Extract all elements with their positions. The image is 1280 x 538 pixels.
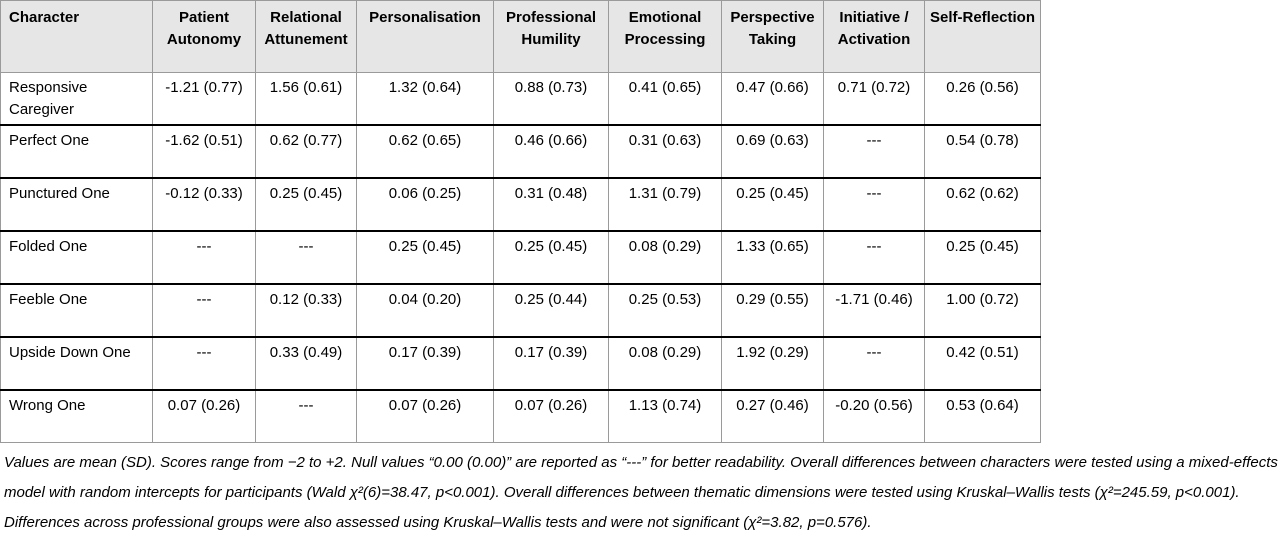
value-cell: 0.25 (0.45) — [721, 176, 824, 231]
value-cell: 0.69 (0.63) — [721, 123, 824, 178]
value-cell: --- — [255, 229, 357, 284]
results-table: Character Patient Autonomy Relational At… — [0, 0, 1041, 443]
header-cell: Self-Reflection — [924, 0, 1041, 73]
value-cell: 0.07 (0.26) — [152, 388, 256, 443]
value-cell: 0.41 (0.65) — [608, 72, 722, 125]
header-cell: Initiative / Activation — [823, 0, 925, 73]
value-cell: 0.25 (0.53) — [608, 282, 722, 337]
value-cell: 1.33 (0.65) — [721, 229, 824, 284]
value-cell: 0.12 (0.33) — [255, 282, 357, 337]
value-cell: 0.53 (0.64) — [924, 388, 1041, 443]
value-cell: 1.32 (0.64) — [356, 72, 494, 125]
value-cell: --- — [152, 282, 256, 337]
value-cell: 0.26 (0.56) — [924, 72, 1041, 125]
character-cell: Perfect One — [0, 123, 153, 178]
value-cell: 0.25 (0.45) — [255, 176, 357, 231]
character-cell: Wrong One — [0, 388, 153, 443]
header-cell: Professional Humility — [493, 0, 609, 73]
value-cell: --- — [823, 176, 925, 231]
value-cell: --- — [255, 388, 357, 443]
value-cell: 0.17 (0.39) — [356, 335, 494, 390]
value-cell: -1.62 (0.51) — [152, 123, 256, 178]
value-cell: 0.27 (0.46) — [721, 388, 824, 443]
table-row: Punctured One -0.12 (0.33) 0.25 (0.45) 0… — [0, 176, 1041, 231]
value-cell: 1.31 (0.79) — [608, 176, 722, 231]
value-cell: 0.25 (0.45) — [356, 229, 494, 284]
value-cell: 0.62 (0.65) — [356, 123, 494, 178]
character-cell: Feeble One — [0, 282, 153, 337]
header-cell: Emotional Processing — [608, 0, 722, 73]
header-cell: Personalisation — [356, 0, 494, 73]
value-cell: 0.31 (0.63) — [608, 123, 722, 178]
value-cell: --- — [823, 123, 925, 178]
value-cell: 1.00 (0.72) — [924, 282, 1041, 337]
value-cell: 0.29 (0.55) — [721, 282, 824, 337]
value-cell: 0.06 (0.25) — [356, 176, 494, 231]
value-cell: 0.04 (0.20) — [356, 282, 494, 337]
table-row: Feeble One --- 0.12 (0.33) 0.04 (0.20) 0… — [0, 282, 1041, 337]
character-cell: Folded One — [0, 229, 153, 284]
header-row: Character Patient Autonomy Relational At… — [0, 0, 1041, 73]
value-cell: 0.47 (0.66) — [721, 72, 824, 125]
value-cell: 0.62 (0.62) — [924, 176, 1041, 231]
header-cell: Patient Autonomy — [152, 0, 256, 73]
value-cell: 0.25 (0.45) — [493, 229, 609, 284]
header-cell: Perspective Taking — [721, 0, 824, 73]
value-cell: 1.13 (0.74) — [608, 388, 722, 443]
value-cell: --- — [823, 335, 925, 390]
value-cell: --- — [823, 229, 925, 284]
value-cell: 0.46 (0.66) — [493, 123, 609, 178]
table-row: Folded One --- --- 0.25 (0.45) 0.25 (0.4… — [0, 229, 1041, 284]
value-cell: --- — [152, 335, 256, 390]
header-cell: Character — [0, 0, 153, 73]
value-cell: 0.08 (0.29) — [608, 229, 722, 284]
value-cell: 0.31 (0.48) — [493, 176, 609, 231]
value-cell: -0.20 (0.56) — [823, 388, 925, 443]
value-cell: 0.33 (0.49) — [255, 335, 357, 390]
value-cell: 0.17 (0.39) — [493, 335, 609, 390]
value-cell: 0.25 (0.44) — [493, 282, 609, 337]
value-cell: 0.07 (0.26) — [493, 388, 609, 443]
table-footnote: Values are mean (SD). Scores range from … — [4, 454, 1278, 531]
header-cell: Relational Attunement — [255, 0, 357, 73]
value-cell: --- — [152, 229, 256, 284]
table-row: Wrong One 0.07 (0.26) --- 0.07 (0.26) 0.… — [0, 388, 1041, 443]
character-cell: Responsive Caregiver — [0, 72, 153, 125]
value-cell: 0.07 (0.26) — [356, 388, 494, 443]
value-cell: 0.88 (0.73) — [493, 72, 609, 125]
value-cell: 0.08 (0.29) — [608, 335, 722, 390]
value-cell: -1.71 (0.46) — [823, 282, 925, 337]
value-cell: 1.92 (0.29) — [721, 335, 824, 390]
value-cell: 0.71 (0.72) — [823, 72, 925, 125]
value-cell: 1.56 (0.61) — [255, 72, 357, 125]
value-cell: 0.42 (0.51) — [924, 335, 1041, 390]
character-cell: Punctured One — [0, 176, 153, 231]
value-cell: 0.25 (0.45) — [924, 229, 1041, 284]
table-row: Upside Down One --- 0.33 (0.49) 0.17 (0.… — [0, 335, 1041, 390]
value-cell: 0.62 (0.77) — [255, 123, 357, 178]
table-row: Responsive Caregiver -1.21 (0.77) 1.56 (… — [0, 72, 1041, 125]
character-cell: Upside Down One — [0, 335, 153, 390]
value-cell: 0.54 (0.78) — [924, 123, 1041, 178]
value-cell: -0.12 (0.33) — [152, 176, 256, 231]
value-cell: -1.21 (0.77) — [152, 72, 256, 125]
table-row: Perfect One -1.62 (0.51) 0.62 (0.77) 0.6… — [0, 123, 1041, 178]
